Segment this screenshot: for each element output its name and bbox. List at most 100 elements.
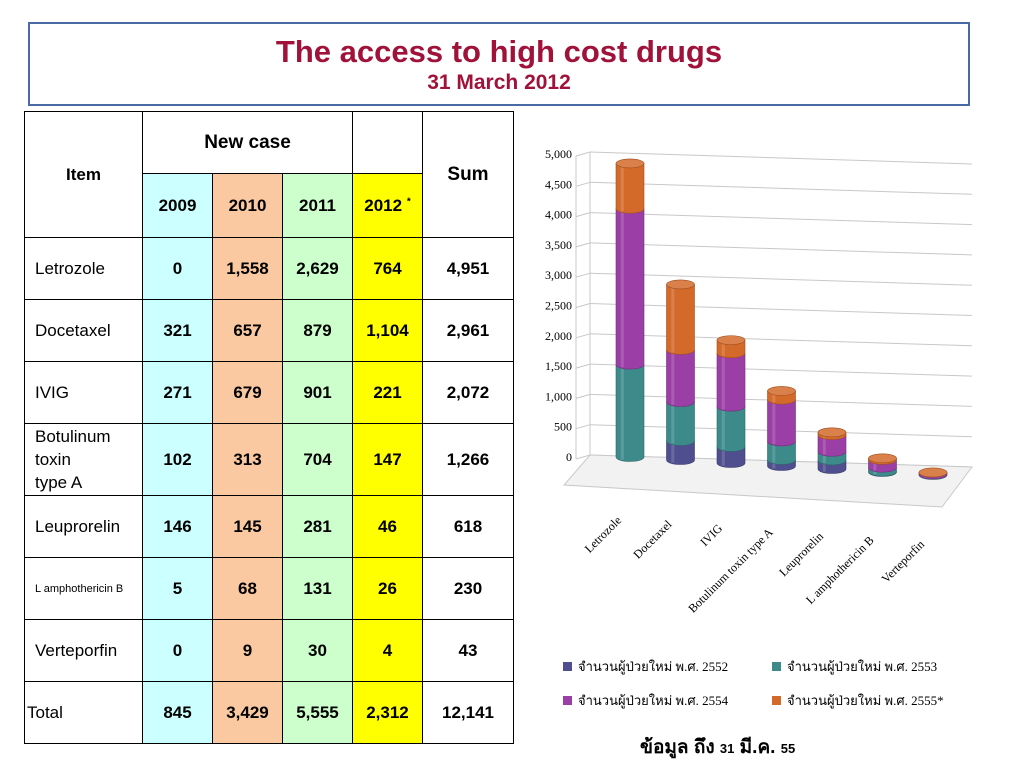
legend-item: จำนวนผู้ป่วยใหม่ พ.ศ. 2553 bbox=[772, 656, 937, 677]
cell-2012: 1,104 bbox=[352, 299, 423, 362]
gridline-side bbox=[575, 393, 591, 399]
year-2012-star: * bbox=[406, 195, 411, 207]
bar-segment bbox=[615, 163, 645, 214]
year-2010-header: 2010 bbox=[212, 173, 283, 238]
bar-cap bbox=[767, 386, 796, 396]
gridline bbox=[589, 181, 973, 195]
gridline-side bbox=[575, 363, 591, 369]
cell-2012: 4 bbox=[352, 619, 423, 682]
cell-2009: 0 bbox=[142, 237, 213, 300]
total-2009: 845 bbox=[142, 681, 213, 744]
table-row: Docetaxel 321 657 879 1,104 2,961 bbox=[24, 299, 514, 362]
cell-2009: 271 bbox=[142, 361, 213, 424]
cell-2010: 145 bbox=[212, 495, 283, 558]
cell-2011: 901 bbox=[282, 361, 353, 424]
table-row: L amphothericin B 5 68 131 26 230 bbox=[24, 557, 514, 620]
y-tick-label: 2,500 bbox=[545, 299, 572, 313]
bar-segment bbox=[666, 401, 695, 446]
y-tick-label: 1,500 bbox=[545, 359, 572, 373]
bar-stack bbox=[666, 279, 695, 465]
total-2012: 2,312 bbox=[352, 681, 423, 744]
bar-stack bbox=[868, 453, 897, 477]
total-2011: 5,555 bbox=[282, 681, 353, 744]
total-2010: 3,429 bbox=[212, 681, 283, 744]
table-row: Leuprorelin 146 145 281 46 618 bbox=[24, 495, 514, 558]
cell-2012: 26 bbox=[352, 557, 423, 620]
cell-2010: 1,558 bbox=[212, 237, 283, 300]
bar-stack bbox=[918, 467, 948, 480]
bar-segment bbox=[666, 284, 695, 355]
legend-label: จำนวนผู้ป่วยใหม่ พ.ศ. 2555* bbox=[787, 693, 944, 708]
drug-cost-table: Item New case Sum 2009 2010 2011 2012 * … bbox=[24, 111, 514, 744]
table-row: Botulinum toxin type A 102 313 704 147 1… bbox=[24, 423, 514, 496]
cell-sum: 43 bbox=[422, 619, 514, 682]
row-item-line: Botulinum bbox=[35, 427, 111, 446]
year-2012-header: 2012 * bbox=[352, 173, 423, 238]
legend-item: จำนวนผู้ป่วยใหม่ พ.ศ. 2555* bbox=[772, 690, 944, 711]
bar-segment bbox=[716, 352, 746, 412]
gridline-side bbox=[575, 242, 591, 248]
x-category-label: Verteporfin bbox=[879, 537, 928, 586]
cell-sum: 2,961 bbox=[422, 299, 514, 362]
cell-2012: 764 bbox=[352, 237, 423, 300]
gridline-side bbox=[575, 303, 591, 308]
cell-2009: 0 bbox=[142, 619, 213, 682]
cell-2010: 679 bbox=[212, 361, 283, 424]
x-category-label: Docetaxel bbox=[630, 517, 675, 562]
footnote-month: มี.ค. bbox=[734, 737, 781, 758]
cell-sum: 4,951 bbox=[422, 237, 514, 300]
row-item: Docetaxel bbox=[24, 299, 143, 362]
gridline bbox=[589, 363, 973, 377]
year-2009-header: 2009 bbox=[142, 173, 213, 238]
row-item: Leuprorelin bbox=[24, 495, 143, 558]
title-box: The access to high cost drugs 31 March 2… bbox=[28, 22, 970, 106]
row-item: Verteporfin bbox=[24, 619, 143, 682]
legend-swatch bbox=[772, 662, 781, 671]
gridline bbox=[589, 151, 973, 165]
cell-sum: 230 bbox=[422, 557, 514, 620]
y-tick-label: 3,500 bbox=[545, 238, 572, 252]
cell-2010: 657 bbox=[212, 299, 283, 362]
data-footnote: ข้อมูล ถึง 31 มี.ค. 55 bbox=[640, 732, 795, 762]
cell-2011: 2,629 bbox=[282, 237, 353, 300]
bar-cap bbox=[817, 427, 847, 438]
cell-2011: 131 bbox=[282, 557, 353, 620]
x-category-label: Letrozole bbox=[582, 513, 624, 555]
gridline bbox=[589, 303, 973, 316]
bar-stack bbox=[615, 158, 645, 462]
gridline-side bbox=[575, 181, 591, 187]
bar-stack bbox=[817, 427, 847, 474]
year-2012-label: 2012 bbox=[364, 195, 403, 215]
y-tick-label: 2,000 bbox=[545, 329, 572, 343]
cell-sum: 618 bbox=[422, 495, 514, 558]
bar-stack bbox=[767, 386, 796, 471]
cell-sum: 2,072 bbox=[422, 361, 514, 424]
legend-swatch bbox=[563, 696, 572, 705]
bar-cap bbox=[918, 467, 948, 478]
legend-label: จำนวนผู้ป่วยใหม่ พ.ศ. 2553 bbox=[787, 659, 938, 674]
bar-cap bbox=[615, 158, 645, 169]
footnote-prefix: ข้อมูล ถึง bbox=[640, 737, 720, 758]
gridline bbox=[589, 272, 973, 286]
new-case-header: New case bbox=[142, 111, 353, 174]
legend-label: จำนวนผู้ป่วยใหม่ พ.ศ. 2552 bbox=[578, 659, 729, 674]
blank-header-cell bbox=[352, 111, 423, 174]
cell-2009: 102 bbox=[142, 423, 213, 496]
row-item: Letrozole bbox=[24, 237, 143, 300]
page-subtitle: 31 March 2012 bbox=[427, 71, 571, 94]
legend-swatch bbox=[563, 662, 572, 671]
gridline-side bbox=[575, 424, 591, 430]
gridline-side bbox=[575, 454, 591, 460]
cell-2011: 30 bbox=[282, 619, 353, 682]
gridline-side bbox=[575, 212, 591, 218]
total-label: Total bbox=[24, 681, 143, 744]
y-tick-label: 4,500 bbox=[545, 177, 572, 191]
bar-segment bbox=[615, 364, 645, 462]
y-tick-label: 1,000 bbox=[545, 389, 572, 403]
footnote-day: 31 bbox=[719, 741, 735, 756]
cell-2011: 879 bbox=[282, 299, 353, 362]
table-row: IVIG 271 679 901 221 2,072 bbox=[24, 361, 514, 424]
gridline-side bbox=[575, 151, 591, 157]
cell-2012: 46 bbox=[352, 495, 423, 558]
row-item-line: type A bbox=[35, 473, 83, 492]
